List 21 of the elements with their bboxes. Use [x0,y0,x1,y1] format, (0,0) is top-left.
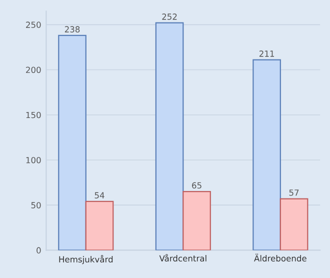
x-tick-label: Hemsjukvård [59,255,113,264]
y-tick-label: 250 [26,22,41,28]
data-label: 57 [289,190,299,196]
data-label: 238 [64,26,80,32]
bar [85,200,114,250]
bar [182,191,211,250]
data-label: 211 [259,50,274,57]
y-tick-label: 50 [31,202,41,208]
bar [58,34,86,250]
data-label: 65 [192,182,202,189]
data-label: 252 [162,14,177,20]
x-tick-label: Äldreboende [254,254,306,262]
x-tick-label: Vårdcentral [159,254,206,262]
y-tick-label: 150 [26,112,41,118]
data-label: 54 [94,192,104,198]
y-tick-label: 0 [36,247,41,254]
y-tick-label: 100 [26,156,41,164]
y-tick-label: 200 [26,66,41,74]
bar [155,22,184,250]
bar [252,59,281,250]
bar [280,198,308,250]
